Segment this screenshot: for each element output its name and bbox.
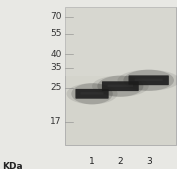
Text: 55: 55 bbox=[50, 29, 62, 38]
Ellipse shape bbox=[118, 70, 177, 91]
Text: 2: 2 bbox=[118, 157, 123, 166]
Bar bbox=[65, 7, 176, 145]
FancyBboxPatch shape bbox=[129, 75, 169, 85]
Text: 1: 1 bbox=[89, 157, 95, 166]
Ellipse shape bbox=[67, 83, 118, 104]
FancyBboxPatch shape bbox=[75, 89, 109, 99]
Bar bbox=[65, 7, 176, 76]
Ellipse shape bbox=[97, 76, 143, 97]
FancyBboxPatch shape bbox=[135, 79, 163, 81]
Text: 3: 3 bbox=[146, 157, 152, 166]
Text: 25: 25 bbox=[51, 83, 62, 92]
Text: 35: 35 bbox=[50, 63, 62, 72]
FancyBboxPatch shape bbox=[102, 81, 139, 91]
Text: 40: 40 bbox=[51, 50, 62, 59]
Ellipse shape bbox=[71, 83, 113, 104]
FancyBboxPatch shape bbox=[81, 92, 104, 95]
Text: KDa: KDa bbox=[2, 162, 22, 169]
Ellipse shape bbox=[123, 70, 174, 91]
FancyBboxPatch shape bbox=[108, 85, 133, 87]
Text: 17: 17 bbox=[50, 117, 62, 126]
Ellipse shape bbox=[92, 76, 149, 97]
Text: 70: 70 bbox=[50, 12, 62, 21]
